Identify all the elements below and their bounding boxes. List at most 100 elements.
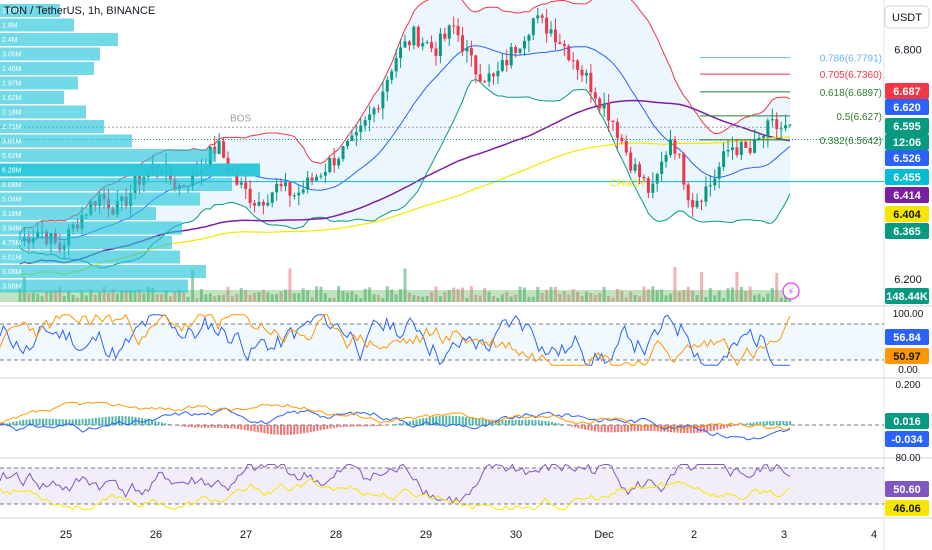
volume-bar [567, 294, 571, 302]
stoch-k-badge-text: 56.84 [893, 332, 921, 344]
macd-histogram-bar [369, 425, 372, 427]
rsi-ma-line [0, 478, 791, 511]
volume-bar [217, 295, 221, 302]
volume-bar [403, 268, 407, 302]
macd-histogram-bar [101, 417, 104, 425]
candle [669, 129, 673, 158]
time-tick-label: 30 [510, 529, 522, 541]
volume-bar [45, 291, 49, 302]
macd-histogram-bar [537, 420, 540, 425]
candle [775, 112, 779, 141]
candle [328, 156, 332, 174]
candle [469, 40, 473, 67]
volume-bar [314, 286, 318, 302]
volume-profile-bar: 1.9M [0, 18, 74, 32]
candle [664, 151, 668, 168]
macd-histogram-bar [313, 425, 316, 432]
macd-histogram-bar [541, 420, 544, 425]
flash-icon[interactable]: ⚡ [782, 282, 800, 300]
volume-bar [354, 294, 358, 302]
macd-histogram-bar [187, 425, 190, 428]
volume-bar [248, 294, 252, 302]
volume-bar [363, 288, 367, 302]
volume-bar [447, 290, 451, 302]
volume-profile-label: 2.71M [2, 124, 22, 131]
stoch-rsi-panel[interactable]: 100.00 0.00 [0, 309, 924, 376]
volume-baseline-band [0, 290, 790, 302]
price-badge: 6.404 [885, 206, 929, 222]
volume-profile-bar: 5.01M [0, 250, 180, 264]
macd-histogram-bar [722, 425, 725, 429]
volume-bar [478, 295, 482, 302]
volume-bar [739, 286, 743, 302]
macd-histogram-bar [679, 425, 682, 433]
macd-panel[interactable]: 0.200 [0, 380, 921, 441]
volume-bar [651, 286, 655, 302]
volume-bar [213, 296, 217, 302]
macd-histogram-bar [732, 425, 735, 427]
volume-bar [31, 292, 35, 302]
rsi-panel[interactable]: 80.00 [0, 453, 921, 511]
volume-bar [615, 288, 619, 302]
price-badge-text: 6.687 [893, 86, 921, 98]
currency-button[interactable]: USDT [884, 5, 930, 29]
macd-histogram-bar [762, 421, 765, 425]
price-badges: 6.687 6.620 6.595 12:06 6.526 6.455 6.414 6.404… [885, 83, 929, 516]
candle [770, 108, 774, 127]
price-tick-label: 6.800 [894, 45, 922, 57]
volume-bar [522, 287, 526, 302]
macd-histogram-bar [372, 425, 375, 427]
macd-histogram-bar [521, 419, 524, 425]
candle [443, 27, 447, 42]
macd-histogram-bar [584, 425, 587, 430]
macd-histogram-bar [415, 419, 418, 425]
candle [359, 118, 363, 141]
macd-histogram-bar [468, 417, 471, 425]
volume-bar [115, 293, 119, 302]
volume-bar [695, 294, 699, 302]
volume-profile-label: 3.98M [2, 284, 22, 291]
macd-histogram-bar [167, 423, 170, 425]
macd-histogram-bar [45, 418, 48, 425]
macd-histogram-bar [154, 420, 157, 425]
macd-histogram-bar [35, 418, 38, 425]
candle [465, 39, 469, 63]
macd-histogram-bar [12, 421, 15, 425]
volume-bar [40, 296, 44, 302]
volume-bar [730, 287, 734, 302]
macd-histogram-bar [643, 425, 646, 431]
volume-badge: 148.44K [885, 288, 929, 304]
macd-badge: 0.016 [885, 413, 929, 429]
macd-histogram-bar [603, 425, 606, 433]
volume-bar [576, 291, 580, 302]
macd-histogram-bar [220, 425, 223, 428]
macd-histogram-bar [716, 425, 719, 431]
candle [456, 18, 460, 42]
volume-bar [76, 297, 80, 302]
macd-histogram-bar [474, 418, 477, 425]
macd-histogram-bar [461, 416, 464, 425]
macd-histogram-bar [319, 425, 322, 431]
volume-bar [536, 286, 540, 302]
macd-histogram-bar [322, 425, 325, 430]
macd-histogram-bar [789, 421, 791, 425]
macd-histogram-bar [230, 425, 233, 429]
macd-histogram-bar [759, 421, 762, 425]
candle [735, 138, 739, 158]
stoch-d-badge: 50.97 [885, 348, 929, 364]
volume-bar [660, 289, 664, 302]
macd-histogram-bar [240, 425, 243, 430]
macd-histogram-bar [352, 425, 355, 427]
macd-histogram-bar [590, 425, 593, 431]
volume-bar [779, 297, 783, 302]
candle [390, 68, 394, 84]
macd-histogram-bar [273, 425, 276, 435]
candle [288, 181, 292, 207]
candle [607, 93, 611, 132]
price-badge-text: 6.595 [893, 121, 921, 133]
volume-bar [549, 286, 553, 302]
macd-histogram-bar [164, 423, 167, 425]
symbol-title: TON / TetherUS, 1h, BINANCE [4, 5, 155, 17]
price-badge: 6.455 [885, 169, 929, 185]
